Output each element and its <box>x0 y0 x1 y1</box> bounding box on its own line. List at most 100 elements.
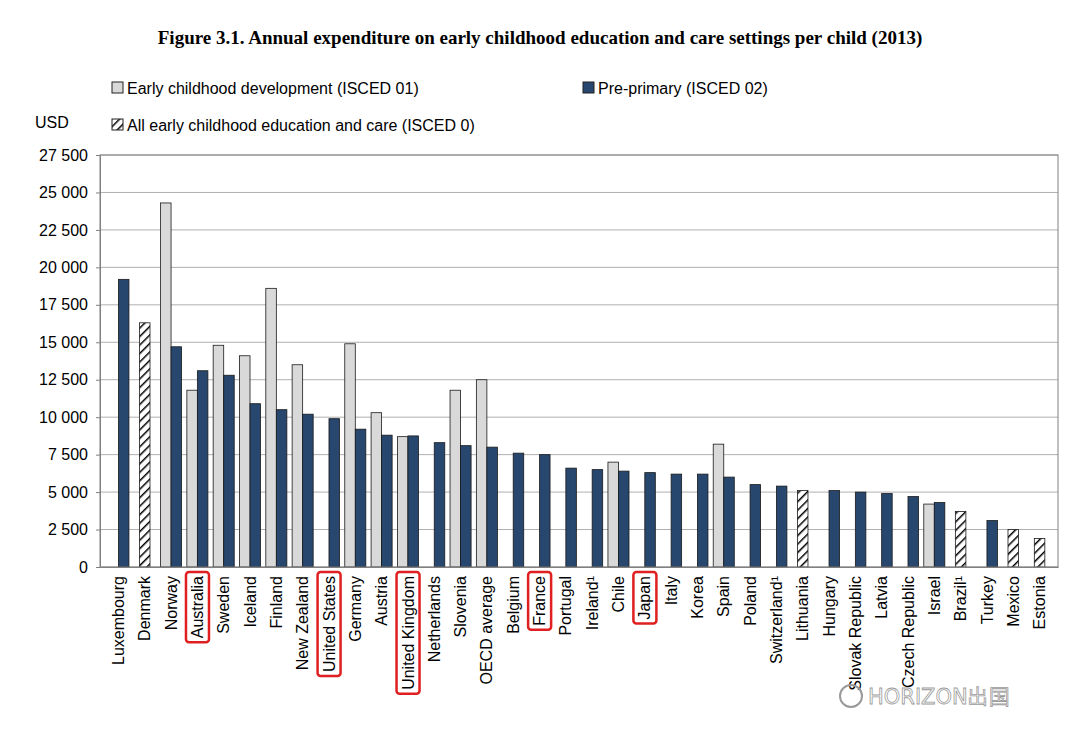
tick-label: Slovenia <box>452 576 469 637</box>
grid-line <box>100 229 1058 230</box>
tick: Italy <box>663 567 680 605</box>
tick: Belgium <box>505 567 522 634</box>
grid-line <box>100 304 1058 305</box>
watermark-text: HORIZON出国 <box>868 685 1010 709</box>
tick-label: Estonia <box>1031 576 1048 629</box>
tick-label: Spain <box>715 576 732 617</box>
tick-label: 22 500 <box>39 222 88 239</box>
bar <box>829 491 840 567</box>
bar <box>450 390 461 567</box>
bar <box>540 455 551 567</box>
legend-label: All early childhood education and care (… <box>127 117 475 134</box>
tick-mark <box>96 530 100 531</box>
tick-label: Sweden <box>215 576 232 634</box>
bar <box>750 485 761 567</box>
bar <box>171 347 182 567</box>
tick-label: 17 500 <box>39 296 88 313</box>
bar <box>724 477 735 567</box>
tick-mark <box>96 492 100 493</box>
tick: Slovenia <box>452 567 469 637</box>
bar <box>924 504 935 567</box>
tick-mark <box>96 267 100 268</box>
tick-label: Norway <box>163 576 180 630</box>
legend-item: Pre-primary (ISCED 02) <box>583 80 768 97</box>
tick-mark <box>96 305 100 306</box>
tick: 5 000 <box>48 484 100 501</box>
bar <box>671 474 682 567</box>
series <box>161 203 935 567</box>
tick-label: Poland <box>742 576 759 626</box>
tick: Ireland¹ <box>584 567 601 630</box>
tick-label: 5 000 <box>48 484 88 501</box>
tick-label: 20 000 <box>39 259 88 276</box>
tick: Australia <box>186 567 209 642</box>
tick: United States <box>318 567 341 676</box>
tick: Czech Republic <box>900 567 917 688</box>
axis-line <box>100 156 101 568</box>
title: Figure 3.1. Annual expenditure on early … <box>158 27 922 49</box>
tick: Lithuania <box>794 567 811 641</box>
grid-line <box>100 342 1058 343</box>
tick: France <box>528 567 551 630</box>
tick-mark <box>96 380 100 381</box>
tick-label: Czech Republic <box>900 576 917 688</box>
legend-label: Early childhood development (ISCED 01) <box>127 80 419 97</box>
bar <box>224 375 235 567</box>
tick: Slovak Republic <box>847 567 864 691</box>
tick-label: 10 000 <box>39 409 88 426</box>
bar <box>713 444 724 567</box>
watermark: HORIZON出国 <box>840 685 1010 709</box>
tick: Spain <box>715 567 732 617</box>
bar <box>955 512 966 567</box>
bar <box>855 492 866 567</box>
bar <box>592 470 603 567</box>
bar <box>213 345 224 567</box>
bar <box>266 288 277 567</box>
tick-label: Lithuania <box>794 576 811 641</box>
y-axis-title: USD <box>35 114 69 131</box>
bar <box>566 468 577 567</box>
bar <box>250 404 261 567</box>
tick: Netherlands <box>426 567 443 662</box>
tick: 7 500 <box>48 446 100 463</box>
tick-mark <box>96 567 100 568</box>
tick: 22 500 <box>39 222 100 239</box>
tick: 20 000 <box>39 259 100 276</box>
bar <box>608 462 619 567</box>
tick: 12 500 <box>39 371 100 388</box>
tick: Norway <box>163 567 180 630</box>
watermark-icon <box>840 685 862 707</box>
tick-label: Belgium <box>505 576 522 634</box>
tick: Iceland <box>242 567 259 628</box>
bar <box>303 414 314 567</box>
tick: Switzerland¹ <box>768 567 785 664</box>
tick-mark <box>96 417 100 418</box>
tick: Estonia <box>1031 567 1048 629</box>
bar <box>187 390 198 567</box>
tick-mark <box>96 155 100 156</box>
tick-label: Austria <box>373 576 390 626</box>
bar <box>345 344 356 567</box>
legend: Early childhood development (ISCED 01) Pr… <box>112 80 768 134</box>
tick-label: Chile <box>610 576 627 613</box>
tick-label: Australia <box>189 576 206 638</box>
bar <box>618 471 629 567</box>
tick-label: Japan <box>636 576 653 620</box>
tick-label: 25 000 <box>39 184 88 201</box>
tick: Sweden <box>215 567 232 634</box>
tick: Luxembourg <box>110 567 127 665</box>
tick-label: Luxembourg <box>110 576 127 665</box>
tick-label: Germany <box>347 576 364 642</box>
bar <box>408 436 419 567</box>
tick: Chile <box>610 567 627 612</box>
bar <box>697 474 708 567</box>
tick-label: United States <box>321 576 338 672</box>
tick-label: Portugal <box>557 576 574 636</box>
tick: 2 500 <box>48 521 100 538</box>
tick: Israel <box>926 567 943 615</box>
series <box>118 279 997 567</box>
legend-swatch <box>583 82 594 93</box>
tick-label: Israel <box>926 576 943 615</box>
bar <box>797 491 808 567</box>
bar <box>397 437 408 567</box>
